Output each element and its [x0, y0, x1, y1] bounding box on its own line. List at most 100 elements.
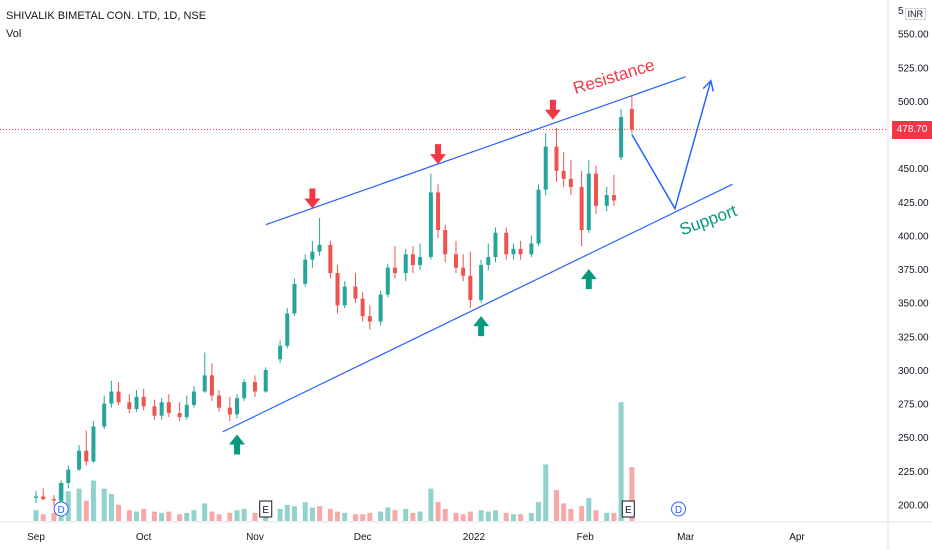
volume-bar [629, 467, 635, 521]
candle-body [536, 189, 541, 244]
y-tick-label: 450.00 [898, 164, 929, 175]
up-arrow-icon [580, 269, 597, 290]
volume-bar [327, 508, 333, 521]
candle-body [518, 248, 523, 255]
candle-body [353, 286, 358, 299]
resistance-line [265, 76, 686, 226]
candle-body [579, 187, 584, 231]
candle-body [191, 391, 196, 405]
candle-body [41, 496, 46, 500]
volume-bar [417, 511, 423, 521]
chart-title: SHIVALIK BIMETAL CON. LTD, 1D, NSE [6, 10, 207, 22]
candle-body [410, 254, 415, 266]
candle-body [443, 230, 448, 255]
candle-body [593, 173, 598, 206]
candle-body [328, 244, 333, 274]
volume-bar [177, 514, 183, 521]
currency-badge[interactable]: INR [904, 8, 926, 20]
y-tick-label: 5 [898, 6, 904, 17]
candle-body [166, 402, 171, 414]
volume-bar [586, 498, 592, 521]
volume-bar [277, 508, 283, 521]
volume-bar [561, 503, 567, 521]
volume-bar [604, 512, 610, 521]
volume-bar [435, 502, 441, 521]
candle-body [317, 244, 322, 252]
candle-body [428, 192, 433, 257]
volume-bar [467, 511, 473, 521]
candle-body [102, 403, 107, 427]
earnings-marker-icon [259, 500, 273, 518]
candle-body [479, 265, 484, 301]
candle-body [568, 178, 573, 188]
candle-body [303, 259, 308, 284]
candle-body [285, 313, 290, 346]
candle-body [217, 395, 222, 408]
y-tick-label: 200.00 [898, 501, 929, 512]
x-tick-label: Feb [577, 532, 595, 543]
volume-bar [90, 480, 96, 521]
volume-bar [367, 512, 373, 521]
down-arrow-icon [544, 99, 561, 120]
volume-bar [536, 502, 542, 521]
candle-body [561, 170, 566, 179]
volume-bar [291, 506, 297, 521]
volume-bar [453, 512, 459, 521]
volume-bar [611, 512, 617, 521]
volume-bar [579, 506, 585, 521]
candle-body [586, 173, 591, 231]
candle-body [91, 426, 96, 462]
candle-body [342, 286, 347, 306]
candle-body [529, 243, 534, 255]
candle-body [134, 396, 139, 409]
volume-bar [317, 506, 323, 521]
volume-bar [33, 510, 39, 521]
y-tick-label: 525.00 [898, 63, 929, 74]
volume-bar [510, 514, 516, 521]
candle-body [367, 316, 372, 322]
candle-body [619, 117, 624, 158]
dividend-marker-icon [53, 501, 69, 517]
y-tick-label: 375.00 [898, 265, 929, 276]
candle-body [59, 482, 64, 501]
volume-bar [385, 507, 391, 521]
down-arrow-icon [304, 188, 321, 209]
volume-bar [518, 514, 524, 521]
x-tick-label: Apr [789, 532, 805, 543]
volume-bar [241, 508, 247, 521]
candle-body [385, 267, 390, 295]
volume-bar [191, 510, 197, 521]
y-tick-label: 550.00 [898, 30, 929, 41]
volume-bar [227, 512, 233, 521]
projection-arrowhead [702, 79, 715, 92]
last-price-tag: 478.70 [892, 120, 932, 139]
candle-body [543, 146, 548, 190]
volume-bar [403, 508, 409, 521]
candle-body [453, 254, 458, 268]
volume-bar [460, 514, 466, 521]
volume-bar [618, 402, 624, 521]
volume-bar [40, 514, 46, 521]
volume-bar [252, 512, 258, 521]
volume-bar [108, 494, 114, 521]
y-tick-label: 225.00 [898, 467, 929, 478]
volume-bar [478, 510, 484, 521]
candle-body [461, 267, 466, 276]
volume-bar [141, 508, 147, 521]
candle-body [252, 382, 257, 392]
candle-body [242, 382, 247, 399]
x-tick-label: Nov [246, 532, 264, 543]
x-tick-label: Sep [27, 532, 45, 543]
candle-body [493, 232, 498, 257]
candle-body [66, 469, 71, 483]
up-arrow-icon [473, 316, 490, 337]
volume-bar [65, 491, 71, 521]
candle-body [360, 298, 365, 317]
volume-bar [428, 488, 434, 521]
volume-bar [335, 511, 341, 521]
candle-body [77, 450, 82, 470]
y-axis: 200.00 225.00 250.00 275.00 300.00 325.00 350.… [887, 0, 929, 550]
candle-body [504, 232, 509, 255]
